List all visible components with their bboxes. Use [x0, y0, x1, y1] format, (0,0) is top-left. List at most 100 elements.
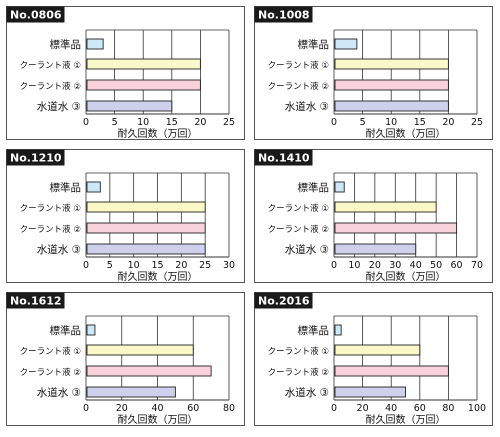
- x-tick-label: 10: [385, 117, 397, 128]
- chart-title-tab: [6, 149, 65, 166]
- bar: [86, 201, 206, 213]
- chart-title-tab: [254, 292, 313, 309]
- bar: [334, 38, 358, 50]
- x-tick-label: 80: [442, 403, 454, 414]
- x-tick-label: 0: [83, 260, 89, 271]
- category-label: 水道水 ③: [285, 100, 329, 113]
- x-tick-label: 5: [107, 260, 113, 271]
- category-label: 標準品: [50, 38, 82, 51]
- x-tick-label: 5: [360, 117, 366, 128]
- bar: [86, 100, 173, 112]
- x-tick-label: 60: [414, 403, 426, 414]
- bar: [334, 243, 417, 255]
- x-tick-label: 60: [187, 403, 199, 414]
- x-tick-label: 25: [199, 260, 211, 271]
- bar: [86, 386, 176, 398]
- category-label: 標準品: [298, 181, 330, 194]
- x-tick-label: 0: [331, 117, 337, 128]
- panel-frame: [254, 149, 493, 283]
- x-tick-label: 25: [471, 117, 483, 128]
- bar: [86, 365, 212, 377]
- bar: [334, 324, 342, 336]
- x-tick-label: 5: [112, 117, 118, 128]
- x-axis-label: 耐久回数（万回）: [366, 270, 446, 283]
- x-tick-label: 0: [83, 403, 89, 414]
- x-tick-label: 20: [369, 260, 381, 271]
- x-tick-label: 80: [223, 403, 235, 414]
- x-tick-label: 70: [471, 260, 483, 271]
- x-tick-label: 0: [331, 260, 337, 271]
- chart-title-tab: [6, 6, 65, 23]
- bar: [86, 324, 96, 336]
- bar: [86, 222, 206, 234]
- x-tick-label: 20: [194, 117, 206, 128]
- category-label: 標準品: [50, 181, 82, 194]
- category-label: クーラント液 ②: [20, 81, 81, 92]
- x-tick-label: 20: [116, 403, 128, 414]
- bar: [334, 79, 449, 91]
- category-label: 水道水 ③: [285, 243, 329, 256]
- category-label: クーラント液 ②: [268, 81, 329, 92]
- x-tick-label: 20: [442, 117, 454, 128]
- x-tick-label: 20: [175, 260, 187, 271]
- chart-title: No.1008: [258, 9, 310, 22]
- x-tick-label: 0: [83, 117, 89, 128]
- x-axis-label: 耐久回数（万回）: [118, 413, 198, 426]
- bar: [334, 222, 458, 234]
- x-tick-label: 40: [410, 260, 422, 271]
- bar: [86, 243, 206, 255]
- x-tick-label: 20: [357, 403, 369, 414]
- x-tick-label: 25: [223, 117, 235, 128]
- panel-frame: [6, 292, 245, 426]
- chart-title-tab: [6, 292, 65, 309]
- category-label: 水道水 ③: [37, 100, 81, 113]
- category-label: 水道水 ③: [285, 386, 329, 399]
- x-axis-label: 耐久回数（万回）: [118, 270, 198, 283]
- x-tick-label: 10: [128, 260, 140, 271]
- category-label: 水道水 ③: [37, 386, 81, 399]
- bar: [334, 181, 345, 193]
- bar: [86, 344, 194, 356]
- category-label: クーラント液 ①: [268, 346, 329, 357]
- bar: [86, 181, 101, 193]
- chart-title: No.1210: [10, 152, 62, 165]
- chart-title: No.1612: [10, 295, 62, 308]
- bar: [334, 386, 406, 398]
- category-label: クーラント液 ①: [20, 203, 81, 214]
- bar: [334, 201, 437, 213]
- x-axis-label: 耐久回数（万回）: [366, 413, 446, 426]
- category-label: 標準品: [50, 324, 82, 337]
- x-tick-label: 30: [389, 260, 401, 271]
- category-label: 水道水 ③: [37, 243, 81, 256]
- chart-title-tab: [254, 149, 313, 166]
- chart-title: No.0806: [10, 9, 62, 22]
- x-tick-label: 10: [348, 260, 360, 271]
- chart-title: No.2016: [258, 295, 310, 308]
- category-label: クーラント液 ②: [268, 367, 329, 378]
- category-label: クーラント液 ①: [20, 60, 81, 71]
- bar: [334, 100, 449, 112]
- bar: [86, 79, 201, 91]
- chart-title: No.1410: [258, 152, 310, 165]
- x-tick-label: 40: [151, 403, 163, 414]
- x-tick-label: 15: [166, 117, 178, 128]
- category-label: クーラント液 ②: [20, 224, 81, 235]
- x-tick-label: 30: [223, 260, 235, 271]
- bar: [86, 58, 201, 70]
- x-tick-label: 15: [414, 117, 426, 128]
- panel-frame: [254, 6, 493, 140]
- bar: [86, 38, 104, 50]
- x-tick-label: 0: [331, 403, 337, 414]
- category-label: クーラント液 ②: [268, 224, 329, 235]
- x-tick-label: 50: [430, 260, 442, 271]
- chart-title-tab: [254, 6, 313, 23]
- panel-frame: [254, 292, 493, 426]
- bar: [334, 344, 421, 356]
- x-tick-label: 15: [151, 260, 163, 271]
- x-tick-label: 60: [451, 260, 463, 271]
